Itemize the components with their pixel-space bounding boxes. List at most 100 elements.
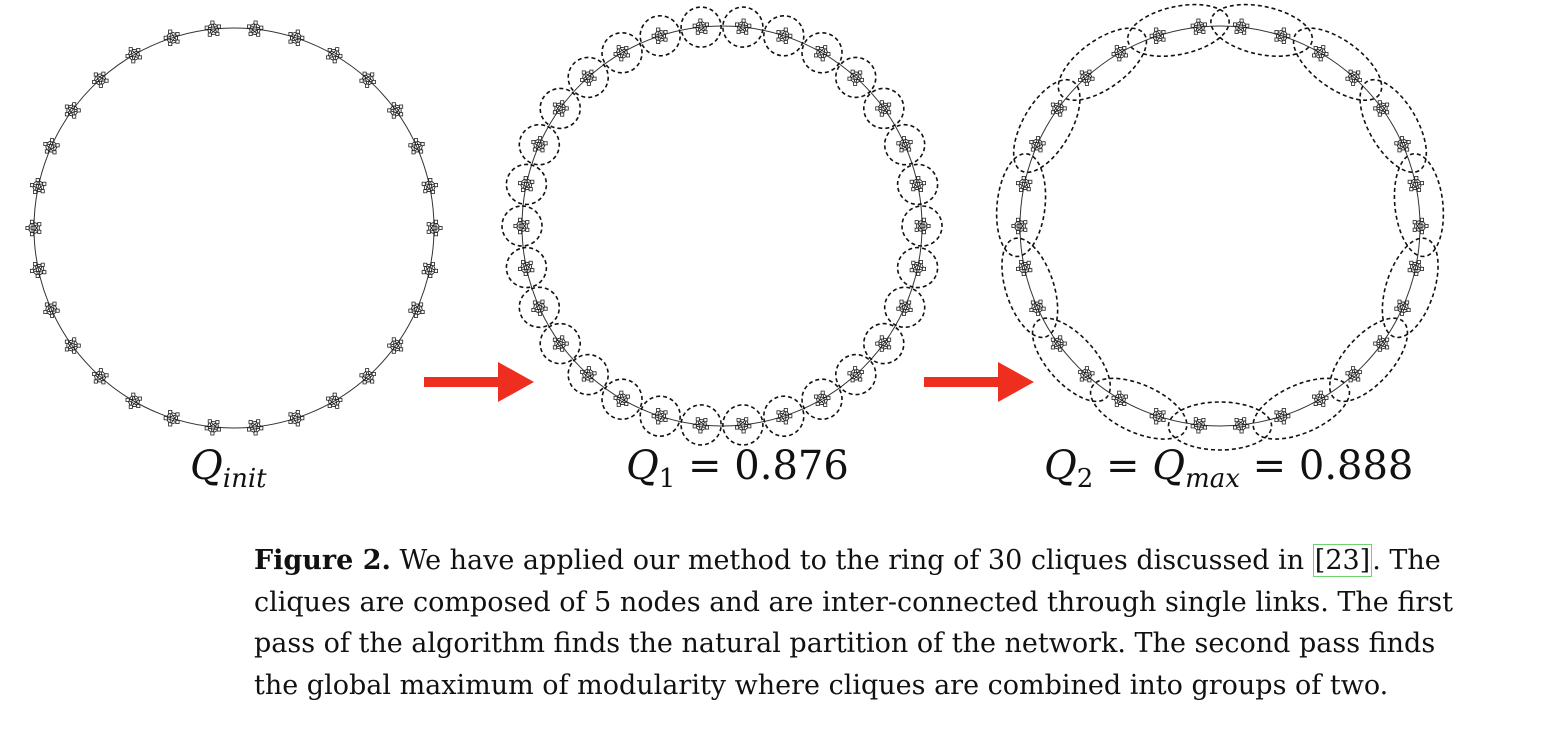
clique-node-group	[776, 407, 793, 425]
clique-node-group	[513, 217, 530, 235]
community-ellipse	[1167, 401, 1273, 451]
clique-node-group	[580, 69, 597, 86]
clique-node-group	[1412, 217, 1429, 235]
clique-node-group	[1190, 18, 1208, 35]
community-ellipse	[639, 395, 682, 438]
clique-node-group	[25, 219, 42, 237]
clique-node-group	[204, 419, 221, 436]
clique-node-group	[43, 138, 60, 155]
clique-node-group	[326, 47, 343, 64]
community-ellipse	[762, 395, 805, 438]
clique-node-group	[1345, 366, 1362, 383]
clique-node-group	[125, 47, 142, 64]
caption-line-4: the global maximum of modularity where c…	[254, 669, 1389, 701]
clique-node-group	[875, 335, 892, 352]
clique-node-group	[1345, 69, 1362, 86]
community-ellipse	[762, 14, 805, 57]
clique-node-group	[1029, 299, 1046, 316]
clique-node-group	[1274, 407, 1291, 425]
clique-node-group	[1394, 136, 1411, 153]
caption-line-1: Figure 2. We have applied our method to …	[254, 544, 1441, 577]
clique-node-group	[421, 261, 438, 278]
community-ellipse	[801, 378, 843, 421]
red-arrow-1	[424, 362, 534, 402]
clique-node-group	[92, 368, 109, 385]
clique-node-group	[909, 175, 927, 192]
community-ellipse	[1126, 3, 1230, 58]
clique-node-group	[613, 45, 630, 62]
ring-link-line	[33, 27, 435, 429]
clique-node-group	[552, 100, 569, 117]
clique-node-group	[125, 392, 142, 409]
clique-node-group	[408, 301, 425, 318]
ring-link-line	[521, 25, 923, 427]
clique-node-group	[1050, 335, 1067, 352]
red-arrow-2	[924, 362, 1034, 402]
clique-node-group	[580, 366, 597, 383]
community-ellipse	[995, 152, 1047, 258]
clique-node-group	[426, 219, 443, 237]
clique-node-group	[1373, 100, 1390, 117]
clique-node-group	[552, 335, 569, 352]
clique-node-group	[43, 301, 60, 318]
community-ellipse	[1031, 317, 1112, 403]
clique-node-group	[531, 299, 548, 316]
clique-node-group	[651, 27, 668, 45]
community-ellipse	[567, 56, 610, 99]
community-ellipse	[601, 378, 643, 421]
clique-node-group	[651, 407, 668, 425]
clique-node-group	[1149, 27, 1166, 45]
clique-node-group	[421, 177, 438, 194]
clique-node-group	[847, 366, 864, 383]
clique-node-group	[518, 259, 535, 276]
clique-node-group	[1111, 390, 1128, 407]
clique-node-group	[909, 259, 927, 276]
clique-node-group	[1373, 335, 1390, 352]
clique-node-group	[1233, 417, 1250, 434]
clique-node-group	[1050, 100, 1067, 117]
clique-node-group	[359, 71, 376, 88]
clique-node-group	[735, 18, 752, 35]
clique-node-group	[1394, 299, 1411, 316]
clique-node-group	[288, 409, 305, 427]
community-ellipse	[862, 87, 905, 130]
clique-node-group	[735, 417, 752, 434]
community-ellipse	[1292, 27, 1383, 102]
caption-line-2: cliques are composed of 5 nodes and are …	[254, 586, 1453, 618]
community-ellipse	[539, 322, 582, 365]
ring-link-line	[1019, 25, 1421, 427]
label-q-init: Qinit	[190, 443, 267, 494]
clique-node-group	[1149, 407, 1166, 425]
community-ellipse	[834, 353, 877, 396]
clique-node-group	[408, 138, 425, 155]
clique-node-group	[896, 136, 913, 153]
community-ellipse	[1393, 152, 1445, 258]
community-ellipse	[896, 246, 939, 289]
community-ellipse	[1089, 377, 1188, 440]
community-ellipse	[501, 205, 543, 247]
clique-node-group	[246, 20, 264, 37]
clique-node-group	[163, 409, 180, 427]
community-ellipse	[505, 163, 548, 206]
clique-node-group	[387, 337, 404, 354]
community-ellipse	[680, 404, 722, 446]
clique-node-group	[518, 175, 535, 192]
clique-node-group	[1016, 259, 1033, 276]
clique-node-group	[64, 337, 81, 354]
label-q2-qmax: Q2 = Qmax = 0.888	[1044, 443, 1414, 494]
clique-node-group	[1111, 45, 1128, 62]
community-ellipse	[901, 205, 943, 247]
clique-node-group	[1011, 217, 1028, 235]
label-q1: Q1 = 0.876	[626, 443, 849, 494]
clique-node-group	[1190, 417, 1208, 434]
clique-node-group	[531, 136, 548, 153]
ring-of-cliques-figure	[25, 3, 1445, 451]
citation-link-23[interactable]: [23]	[1312, 544, 1373, 577]
clique-node-group	[896, 299, 913, 316]
clique-node-group	[692, 417, 710, 434]
clique-node-group	[1407, 175, 1425, 192]
clique-node-group	[359, 368, 376, 385]
clique-node-group	[847, 69, 864, 86]
clique-node-group	[387, 102, 404, 119]
panel-initial-ring	[25, 20, 443, 436]
